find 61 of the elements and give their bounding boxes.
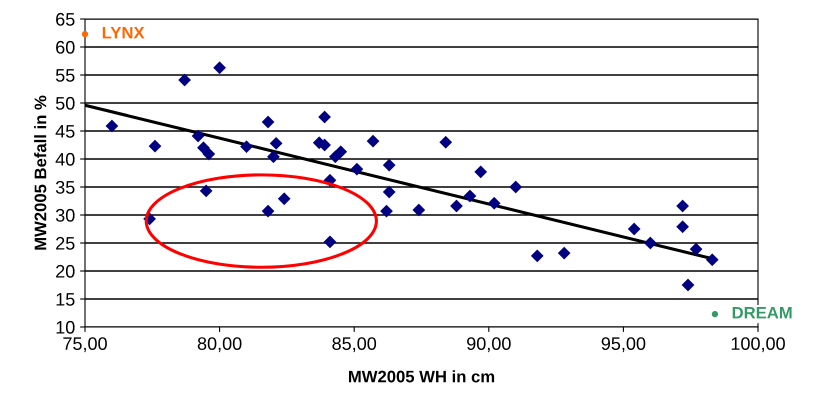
point bbox=[682, 278, 694, 292]
point bbox=[106, 120, 118, 132]
point bbox=[366, 134, 380, 148]
y-tick-label: 40 bbox=[56, 152, 75, 166]
point bbox=[676, 200, 689, 212]
y-tick-label: 10 bbox=[56, 320, 75, 334]
point bbox=[712, 311, 718, 318]
x-tick-label: 85,00 bbox=[332, 337, 376, 352]
point bbox=[474, 166, 488, 178]
x-axis-title: MW2005 WH in cm bbox=[348, 370, 494, 382]
x-tick-label: 100,00 bbox=[732, 337, 785, 352]
y-tick-label: 50 bbox=[56, 96, 75, 110]
x-tick-label: 75,00 bbox=[63, 337, 107, 352]
point bbox=[82, 31, 88, 38]
y-tick-label: 45 bbox=[56, 125, 75, 138]
point bbox=[558, 246, 571, 260]
y-tick-label: 20 bbox=[56, 264, 75, 278]
point bbox=[262, 116, 274, 128]
point bbox=[382, 158, 396, 172]
y-tick-label: 15 bbox=[56, 293, 75, 306]
point bbox=[324, 236, 336, 248]
y-axis-title: MW2005 Befall in % bbox=[34, 96, 46, 250]
point bbox=[240, 140, 253, 154]
point bbox=[450, 200, 463, 212]
y-tick-label: 65 bbox=[56, 12, 75, 26]
point bbox=[318, 110, 331, 124]
point bbox=[382, 186, 396, 198]
point bbox=[278, 192, 291, 206]
point bbox=[270, 136, 282, 150]
x-tick-label: 95,00 bbox=[602, 337, 646, 352]
point bbox=[334, 145, 348, 158]
point bbox=[644, 236, 657, 250]
point bbox=[380, 204, 393, 218]
point bbox=[192, 130, 204, 142]
point bbox=[706, 253, 719, 266]
point bbox=[350, 162, 364, 176]
point bbox=[439, 136, 452, 149]
y-tick-label: 55 bbox=[56, 69, 75, 82]
y-tick-label: 30 bbox=[56, 208, 75, 222]
point bbox=[676, 220, 689, 234]
x-tick-label: 80,00 bbox=[198, 337, 242, 352]
point bbox=[530, 250, 544, 262]
point bbox=[267, 150, 280, 164]
point bbox=[213, 61, 226, 74]
point bbox=[202, 148, 216, 160]
point bbox=[262, 204, 274, 218]
point bbox=[178, 74, 191, 86]
point bbox=[509, 180, 522, 194]
point bbox=[200, 184, 213, 198]
x-tick-label: 90,00 bbox=[467, 337, 511, 352]
point bbox=[412, 204, 426, 216]
point bbox=[628, 222, 641, 236]
y-tick-label: 35 bbox=[56, 180, 75, 194]
series-label: DREAM bbox=[732, 306, 792, 318]
point bbox=[148, 140, 162, 152]
point bbox=[464, 190, 476, 202]
series-label: LYNX bbox=[102, 26, 144, 38]
point bbox=[690, 242, 702, 256]
point bbox=[488, 196, 501, 210]
y-tick-label: 25 bbox=[56, 236, 75, 250]
y-tick-label: 60 bbox=[56, 40, 75, 54]
